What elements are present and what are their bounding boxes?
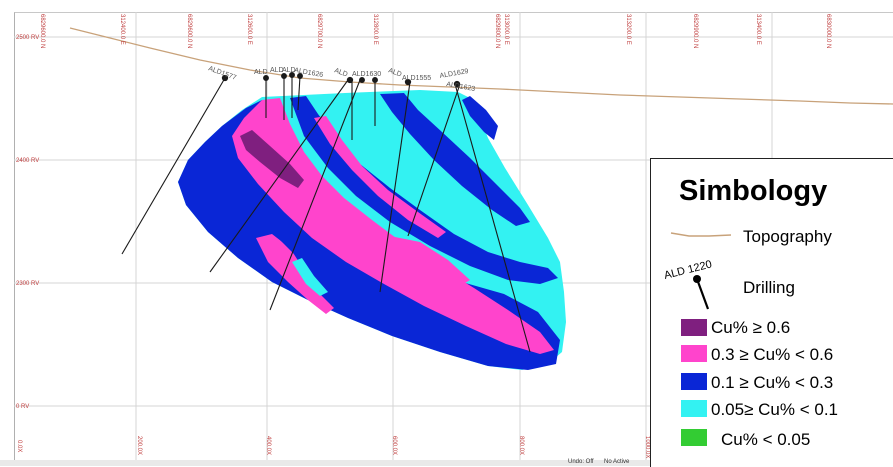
top-axis-label: 6829600.0 N bbox=[186, 14, 192, 48]
legend-swatch bbox=[681, 373, 707, 390]
topography-line bbox=[69, 27, 893, 105]
drillhole-label: ALD1626 bbox=[294, 67, 324, 79]
drillhole-label: ALD1623 bbox=[446, 81, 476, 93]
bottom-axis-labels: 0.0X 200.0X 400.0X 600.0X 800.0X 1000.0X bbox=[16, 436, 650, 458]
bottom-axis-label: 400.0X bbox=[265, 436, 271, 455]
shell-cu-0.1-0.3-inner bbox=[272, 226, 344, 288]
copper-grade-shells bbox=[178, 90, 566, 370]
active-status: No Active bbox=[604, 459, 630, 465]
drillhole-label: ALD bbox=[333, 67, 348, 78]
shell-cu-0.3-0.6-upper-band bbox=[314, 116, 446, 238]
drillhole-label: ALD bbox=[387, 67, 402, 78]
shell-cu-0.1-0.3-band-3 bbox=[380, 93, 530, 226]
legend-drilling-label: Drilling bbox=[743, 278, 795, 297]
top-axis-label: 6829800.0 N bbox=[494, 14, 500, 48]
drillhole-label: ALD1555 bbox=[402, 75, 431, 82]
undo-status: Undo: Off bbox=[568, 459, 594, 465]
legend-class-label: Cu% < 0.05 bbox=[721, 430, 811, 449]
legend-topography-label: Topography bbox=[743, 227, 832, 246]
legend-panel: Simbology Topography ALD 1220 Drilling C… bbox=[650, 158, 893, 467]
legend-title: Simbology bbox=[679, 175, 828, 207]
status-bar bbox=[0, 460, 893, 466]
top-axis-label: 312600.0 E bbox=[246, 14, 252, 45]
legend-swatch bbox=[681, 400, 707, 417]
drillhole-label: ALD bbox=[254, 69, 268, 76]
shell-cu-0.1-0.3-band-2 bbox=[290, 96, 558, 284]
legend-class-label: 0.1 ≥ Cu% < 0.3 bbox=[711, 373, 834, 392]
left-axis-label: 2500 RV bbox=[16, 35, 39, 41]
shell-cu-0.3-0.6-lower-lobe bbox=[256, 234, 334, 314]
top-axis-labels: 6829600.0 N 312400.0 E 6829600.0 N 31260… bbox=[39, 14, 831, 48]
sample-drill-label: ALD 1220 bbox=[663, 258, 713, 281]
drilling-symbol: ALD 1220 bbox=[663, 258, 713, 310]
top-axis-label: 313000.0 E bbox=[503, 14, 509, 45]
drillhole-label: ALD bbox=[270, 67, 284, 74]
left-axis-label: 2400 RV bbox=[16, 158, 39, 164]
shell-cu-0.3-0.6-core bbox=[390, 236, 470, 286]
legend-swatch bbox=[681, 345, 707, 362]
topography-symbol bbox=[670, 232, 732, 237]
top-axis-label: 312800.0 E bbox=[372, 14, 378, 45]
top-axis-label: 313200.0 E bbox=[625, 14, 631, 45]
top-axis-label: 6829700.0 N bbox=[316, 14, 322, 48]
bottom-axis-label: 800.0X bbox=[518, 436, 524, 455]
drillhole-label: ALD bbox=[282, 67, 296, 74]
drillhole-label: ALD1629 bbox=[439, 68, 469, 80]
plot-area bbox=[14, 12, 893, 461]
bottom-axis-label: 600.0X bbox=[391, 436, 397, 455]
top-axis-label: 6829600.0 N bbox=[39, 14, 45, 48]
shell-cu-0.05-0.1-inner-lens bbox=[292, 258, 328, 296]
bottom-axis-label: 0.0X bbox=[16, 440, 22, 452]
top-axis-label: 6830000.0 N bbox=[825, 14, 831, 48]
drillhole-label: ALD1630 bbox=[352, 71, 381, 78]
legend-swatch bbox=[681, 319, 707, 336]
legend-class-label: 0.05≥ Cu% < 0.1 bbox=[711, 400, 838, 419]
legend-class-label: 0.3 ≥ Cu% < 0.6 bbox=[711, 345, 834, 364]
shell-cu-0.05-0.1-east-tip bbox=[462, 96, 498, 140]
top-axis-label: 6829900.0 N bbox=[692, 14, 698, 48]
left-axis-labels: 2500 RV 2400 RV 2300 RV 0 RV bbox=[16, 35, 39, 410]
shell-cu-ge-0.6 bbox=[240, 130, 304, 188]
legend-swatch bbox=[681, 429, 707, 446]
shell-cu-0.3-0.6 bbox=[232, 98, 554, 354]
left-axis-label: 2300 RV bbox=[16, 281, 39, 287]
bottom-axis-label: 200.0X bbox=[136, 436, 142, 455]
top-axis-label: 312400.0 E bbox=[119, 14, 125, 45]
drillhole-traces bbox=[121, 72, 531, 353]
top-axis-label: 313400.0 E bbox=[755, 14, 761, 45]
legend-class-label: Cu% ≥ 0.6 bbox=[711, 318, 791, 337]
bottom-axis-label: 1000.0X bbox=[644, 436, 650, 458]
left-axis-label: 0 RV bbox=[16, 404, 29, 410]
